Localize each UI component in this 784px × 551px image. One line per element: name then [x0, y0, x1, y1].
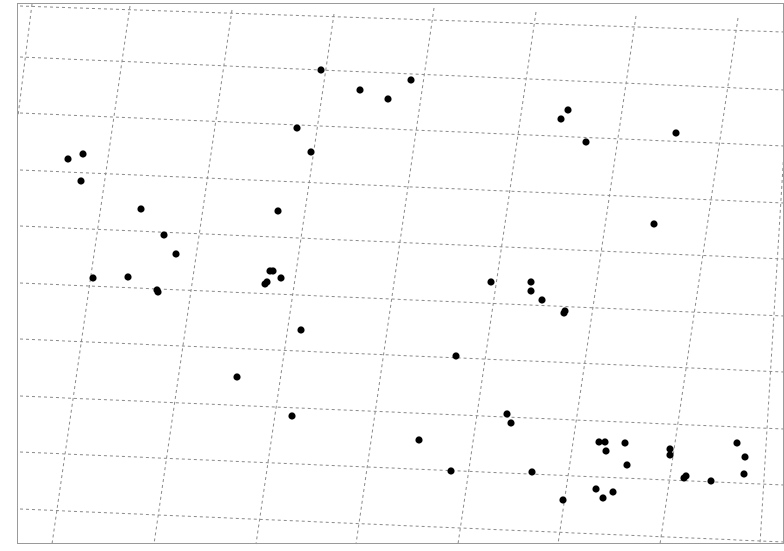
map-point[interactable]	[559, 496, 567, 504]
map-point[interactable]	[707, 477, 715, 485]
map-point[interactable]	[528, 468, 536, 476]
map-point[interactable]	[77, 177, 85, 185]
map-point[interactable]	[672, 129, 680, 137]
graticule-meridian-7	[557, 15, 637, 545]
map-point[interactable]	[407, 76, 415, 84]
map-point[interactable]	[601, 438, 609, 446]
graticule-parallel-9	[19, 451, 784, 486]
map-point[interactable]	[89, 274, 97, 282]
map-point[interactable]	[317, 66, 325, 74]
map-point[interactable]	[666, 445, 674, 453]
graticule-meridian-3	[153, 9, 233, 545]
map-point[interactable]	[64, 155, 72, 163]
map-point[interactable]	[277, 274, 285, 282]
map-point[interactable]	[487, 278, 495, 286]
map-point[interactable]	[307, 148, 315, 156]
map-point[interactable]	[503, 410, 511, 418]
map-point[interactable]	[293, 124, 301, 132]
graticule-meridian-8	[659, 17, 739, 545]
graticule-meridian-1	[17, 3, 33, 117]
map-point[interactable]	[297, 326, 305, 334]
map-point[interactable]	[602, 447, 610, 455]
graticule	[17, 3, 784, 545]
map-point[interactable]	[527, 278, 535, 286]
map-point[interactable]	[447, 467, 455, 475]
map-point[interactable]	[666, 451, 674, 459]
map-point[interactable]	[733, 439, 741, 447]
map-point[interactable]	[680, 474, 688, 482]
map-point[interactable]	[595, 438, 603, 446]
graticule-parallel-5	[19, 225, 784, 260]
map-point[interactable]	[79, 150, 87, 158]
graticule-parallel-4	[19, 169, 784, 204]
map-point[interactable]	[172, 250, 180, 258]
map-point[interactable]	[356, 86, 364, 94]
graticule-parallel-6	[19, 282, 784, 317]
map-point[interactable]	[560, 309, 568, 317]
map-point[interactable]	[384, 95, 392, 103]
map-point[interactable]	[269, 267, 277, 275]
map-point[interactable]	[740, 470, 748, 478]
map-point[interactable]	[507, 419, 515, 427]
graticule-meridian-2	[51, 5, 131, 545]
map-point[interactable]	[609, 488, 617, 496]
graticule-parallel-1	[19, 5, 784, 33]
map-point[interactable]	[233, 373, 241, 381]
graticule-parallel-7	[19, 338, 784, 373]
map-point[interactable]	[527, 287, 535, 295]
map-point[interactable]	[154, 288, 162, 296]
map-point[interactable]	[160, 231, 168, 239]
map-point[interactable]	[263, 278, 271, 286]
map-point[interactable]	[621, 439, 629, 447]
map-point[interactable]	[557, 115, 565, 123]
map-point[interactable]	[599, 494, 607, 502]
map-point[interactable]	[274, 207, 282, 215]
map-point[interactable]	[137, 205, 145, 213]
map-point[interactable]	[582, 138, 590, 146]
point-layer	[64, 66, 749, 504]
graticule-parallel-10	[19, 508, 784, 543]
graticule-meridian-6	[457, 11, 537, 545]
map-point[interactable]	[538, 296, 546, 304]
map-frame	[17, 3, 784, 544]
map-point[interactable]	[124, 273, 132, 281]
map-point[interactable]	[623, 461, 631, 469]
graticule-parallel-2	[19, 56, 784, 91]
map-point[interactable]	[650, 220, 658, 228]
graticule-meridian-4	[255, 13, 335, 545]
graticule-parallel-3	[19, 112, 784, 147]
map-point[interactable]	[415, 436, 423, 444]
map-point[interactable]	[288, 412, 296, 420]
graticule-parallel-8	[19, 395, 784, 430]
map-point[interactable]	[592, 485, 600, 493]
map-point[interactable]	[452, 352, 460, 360]
map-point[interactable]	[741, 453, 749, 461]
map-point[interactable]	[564, 106, 572, 114]
graticule-meridian-5	[355, 7, 435, 545]
